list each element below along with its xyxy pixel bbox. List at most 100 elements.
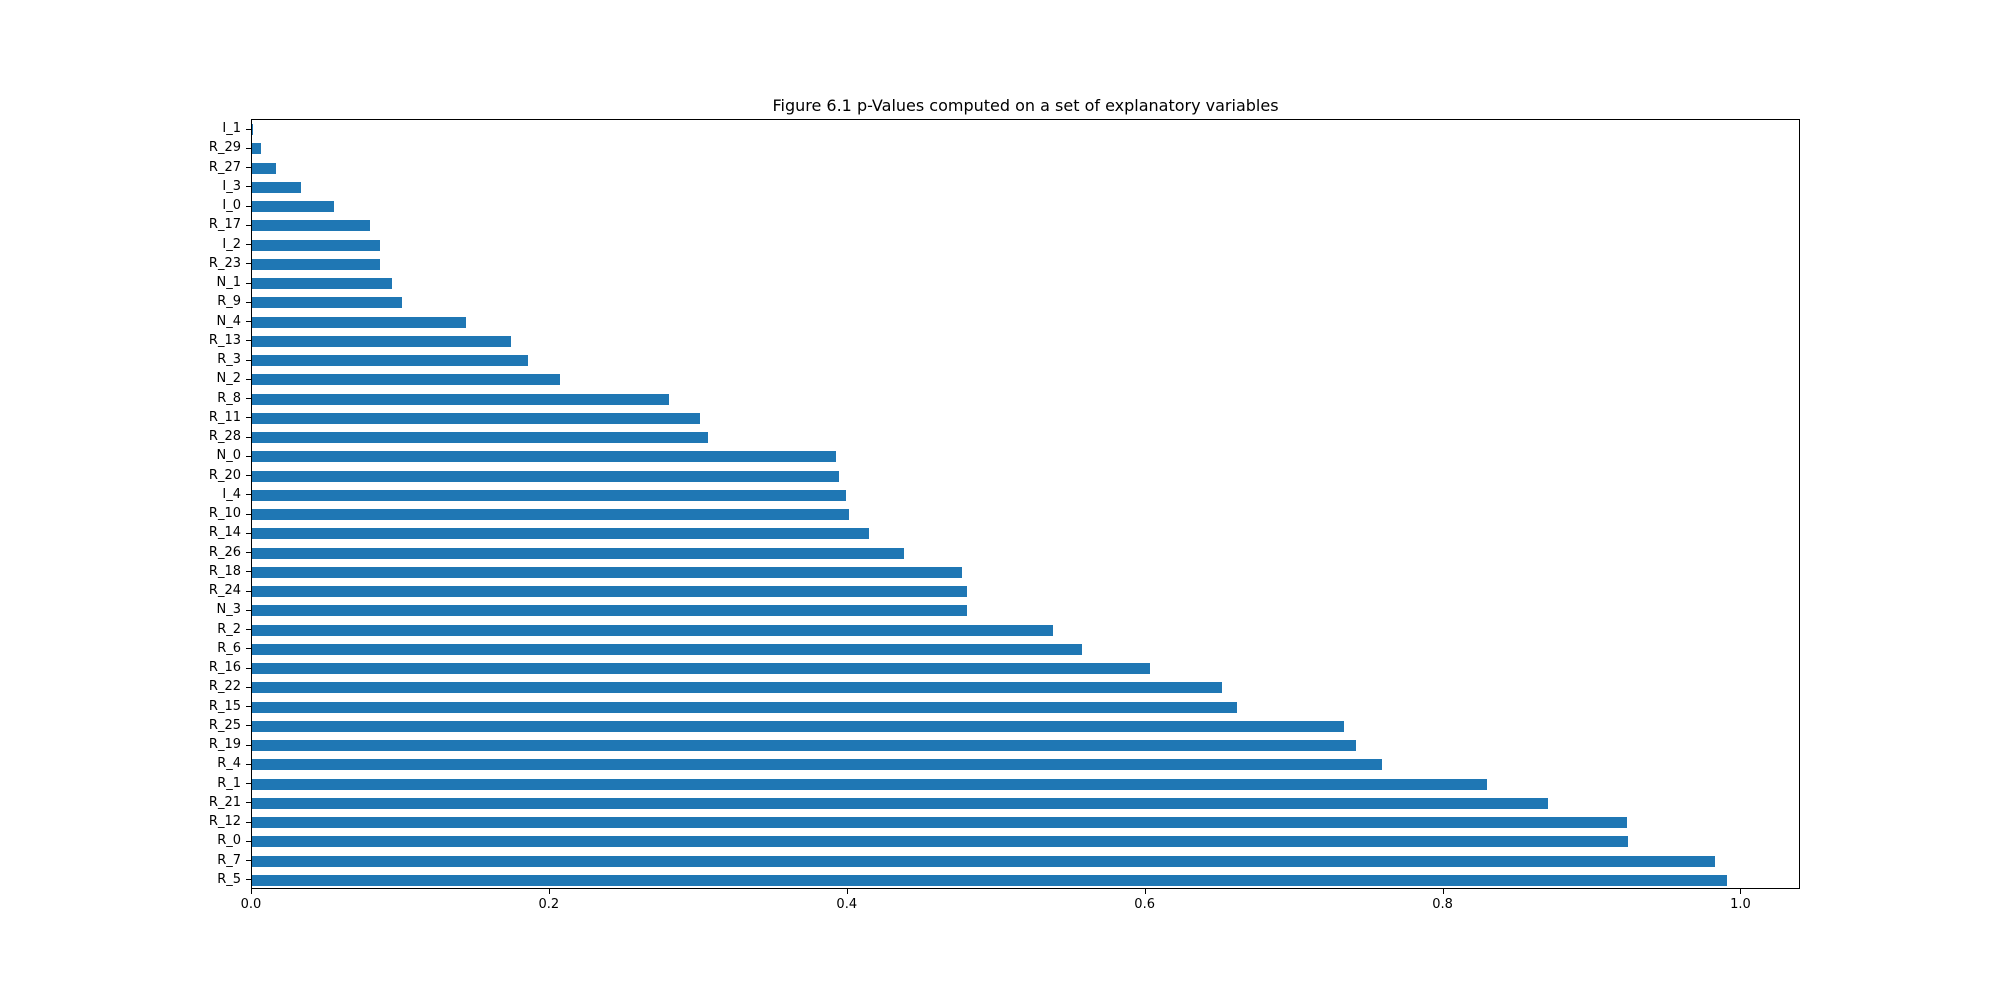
y-tick-label-R_28: R_28 bbox=[208, 429, 241, 445]
bar-R_11 bbox=[252, 412, 701, 424]
y-tick-mark bbox=[246, 686, 251, 688]
y-tick-mark bbox=[246, 783, 251, 785]
bar-R_25 bbox=[252, 720, 1344, 732]
y-tick-label-R_1: R_1 bbox=[217, 775, 241, 791]
y-tick-label-R_20: R_20 bbox=[208, 467, 241, 483]
x-tick-mark bbox=[1144, 889, 1146, 894]
y-tick-label-R_12: R_12 bbox=[208, 814, 241, 830]
y-tick-label-R_19: R_19 bbox=[208, 737, 241, 753]
bar-I_2 bbox=[252, 239, 381, 251]
bar-R_14 bbox=[252, 528, 869, 540]
y-tick-label-R_3: R_3 bbox=[217, 352, 241, 368]
y-tick-label-R_4: R_4 bbox=[217, 756, 241, 772]
y-tick-label-R_5: R_5 bbox=[217, 871, 241, 887]
plot-area bbox=[251, 119, 1800, 889]
y-tick-mark bbox=[246, 282, 251, 284]
bar-I_0 bbox=[252, 201, 334, 213]
y-tick-mark bbox=[246, 629, 251, 631]
y-tick-mark bbox=[246, 186, 251, 188]
y-tick-mark bbox=[246, 244, 251, 246]
y-tick-mark bbox=[246, 802, 251, 804]
bar-N_3 bbox=[252, 605, 967, 617]
x-tick-mark bbox=[548, 889, 550, 894]
x-tick-label-0.4: 0.4 bbox=[836, 897, 858, 912]
y-tick-mark bbox=[246, 840, 251, 842]
y-tick-label-R_29: R_29 bbox=[208, 140, 241, 156]
bar-R_15 bbox=[252, 701, 1237, 713]
y-tick-label-N_4: N_4 bbox=[216, 313, 242, 329]
bar-N_4 bbox=[252, 316, 467, 328]
y-tick-label-R_27: R_27 bbox=[208, 159, 241, 175]
bar-R_0 bbox=[252, 836, 1629, 848]
bar-I_1 bbox=[252, 124, 254, 136]
bar-R_26 bbox=[252, 547, 905, 559]
y-tick-mark bbox=[246, 301, 251, 303]
bar-R_22 bbox=[252, 682, 1222, 694]
y-tick-mark bbox=[246, 475, 251, 477]
y-tick-label-R_18: R_18 bbox=[208, 563, 241, 579]
x-tick-label-0.2: 0.2 bbox=[538, 897, 560, 912]
x-tick-label-0.6: 0.6 bbox=[1134, 897, 1155, 912]
y-tick-label-R_24: R_24 bbox=[208, 583, 241, 599]
bar-R_9 bbox=[252, 297, 403, 309]
y-tick-label-R_7: R_7 bbox=[217, 852, 241, 868]
x-tick-label-0.8: 0.8 bbox=[1432, 897, 1453, 912]
y-tick-mark bbox=[246, 725, 251, 727]
y-tick-label-R_8: R_8 bbox=[217, 390, 241, 406]
y-tick-label-N_3: N_3 bbox=[216, 602, 242, 618]
y-tick-label-R_16: R_16 bbox=[208, 660, 241, 676]
y-tick-mark bbox=[246, 378, 251, 380]
bar-R_7 bbox=[252, 855, 1715, 867]
bar-R_8 bbox=[252, 393, 670, 405]
x-tick-mark bbox=[1442, 889, 1444, 894]
y-tick-mark bbox=[246, 860, 251, 862]
bar-N_0 bbox=[252, 451, 836, 463]
y-tick-label-R_23: R_23 bbox=[208, 255, 241, 271]
y-tick-mark bbox=[246, 763, 251, 765]
bar-N_2 bbox=[252, 374, 561, 386]
bar-R_1 bbox=[252, 778, 1487, 790]
bar-R_6 bbox=[252, 643, 1082, 655]
y-tick-mark bbox=[246, 224, 251, 226]
y-tick-label-R_2: R_2 bbox=[217, 621, 241, 637]
bar-R_24 bbox=[252, 586, 967, 598]
y-tick-mark bbox=[246, 571, 251, 573]
y-tick-mark bbox=[246, 879, 251, 881]
y-tick-mark bbox=[246, 494, 251, 496]
bar-R_10 bbox=[252, 509, 850, 521]
bar-R_18 bbox=[252, 566, 963, 578]
y-tick-mark bbox=[246, 205, 251, 207]
bar-R_21 bbox=[252, 797, 1548, 809]
y-tick-mark bbox=[246, 609, 251, 611]
y-tick-label-R_13: R_13 bbox=[208, 332, 241, 348]
y-tick-label-R_25: R_25 bbox=[208, 717, 241, 733]
y-tick-label-R_17: R_17 bbox=[208, 217, 241, 233]
bar-R_28 bbox=[252, 432, 708, 444]
x-tick-label-1.0: 1.0 bbox=[1730, 897, 1751, 912]
y-tick-label-R_11: R_11 bbox=[208, 409, 241, 425]
y-tick-mark bbox=[246, 321, 251, 323]
bar-R_17 bbox=[252, 220, 370, 232]
y-tick-label-I_3: I_3 bbox=[222, 178, 241, 194]
y-tick-mark bbox=[246, 821, 251, 823]
y-tick-label-R_6: R_6 bbox=[217, 640, 241, 656]
y-tick-label-R_21: R_21 bbox=[208, 794, 241, 810]
y-tick-label-R_0: R_0 bbox=[217, 833, 241, 849]
y-tick-label-I_1: I_1 bbox=[222, 121, 241, 137]
y-tick-mark bbox=[246, 263, 251, 265]
y-tick-label-N_2: N_2 bbox=[216, 371, 242, 387]
y-tick-mark bbox=[246, 590, 251, 592]
y-tick-mark bbox=[246, 417, 251, 419]
x-tick-mark bbox=[251, 889, 252, 894]
y-tick-mark bbox=[246, 167, 251, 169]
y-tick-label-N_0: N_0 bbox=[216, 448, 242, 464]
y-tick-mark bbox=[246, 359, 251, 361]
bar-R_2 bbox=[252, 624, 1054, 636]
y-tick-mark bbox=[246, 706, 251, 708]
bar-R_3 bbox=[252, 355, 528, 367]
y-tick-label-I_2: I_2 bbox=[222, 236, 241, 252]
y-tick-mark bbox=[246, 436, 251, 438]
bar-R_19 bbox=[252, 740, 1356, 752]
y-tick-mark bbox=[246, 128, 251, 130]
